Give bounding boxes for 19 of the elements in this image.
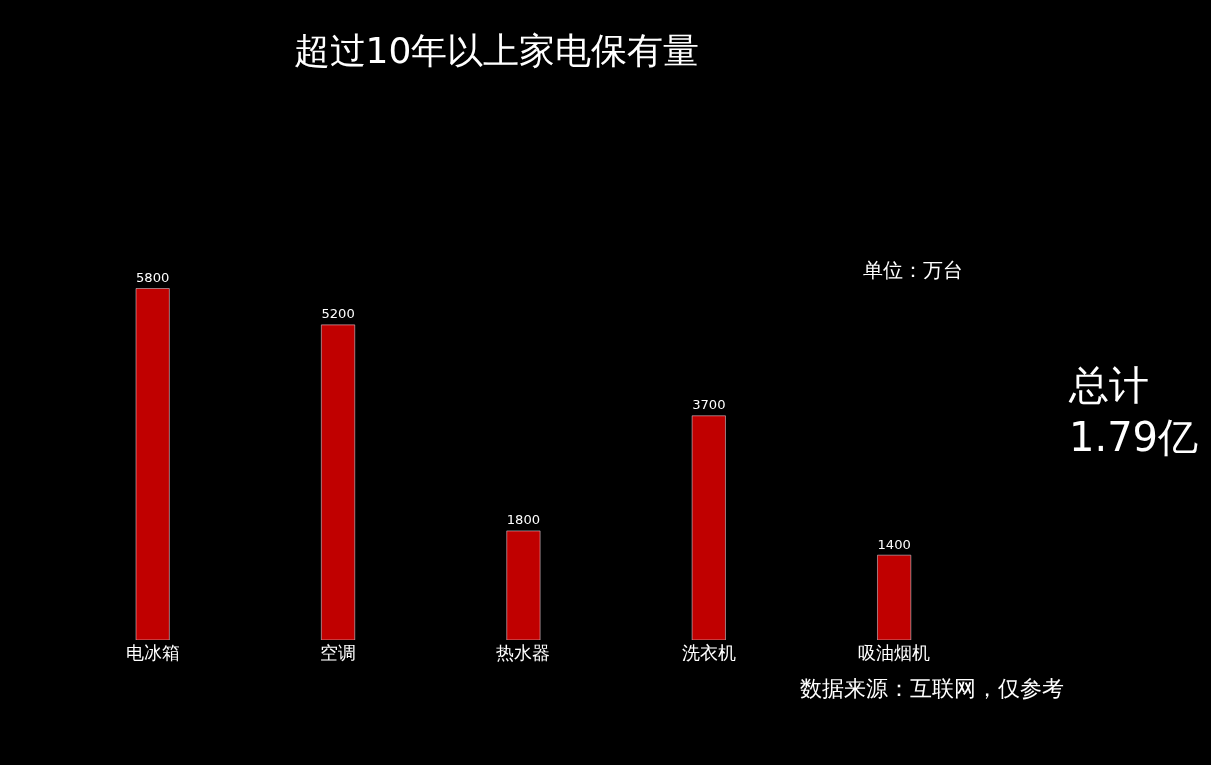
bar <box>321 324 355 640</box>
text: 总计 1.79亿 <box>1068 362 1199 460</box>
data-label: 1800 <box>506 512 541 528</box>
x-tick-label: 热水器 <box>496 642 551 663</box>
data-label: 3700 <box>692 397 726 413</box>
x-tick-label: 吸油烟机 <box>858 642 931 663</box>
bar <box>877 554 912 640</box>
chart-title: 超过10年以上家电保有量 <box>293 30 700 72</box>
bar <box>135 288 170 640</box>
x-tick-label: 电冰箱 <box>125 642 180 663</box>
data-label: 5800 <box>136 270 170 285</box>
bar <box>691 415 726 640</box>
data-label: 5200 <box>321 306 355 322</box>
data-label: 1400 <box>877 536 911 552</box>
text: 单位：万台 <box>863 258 963 282</box>
x-tick-label: 洗衣机 <box>681 642 736 663</box>
x-tick-label: 空调 <box>320 642 357 663</box>
bar <box>506 530 541 640</box>
source-note: 数据来源：互联网，仅参考 <box>800 676 1064 701</box>
